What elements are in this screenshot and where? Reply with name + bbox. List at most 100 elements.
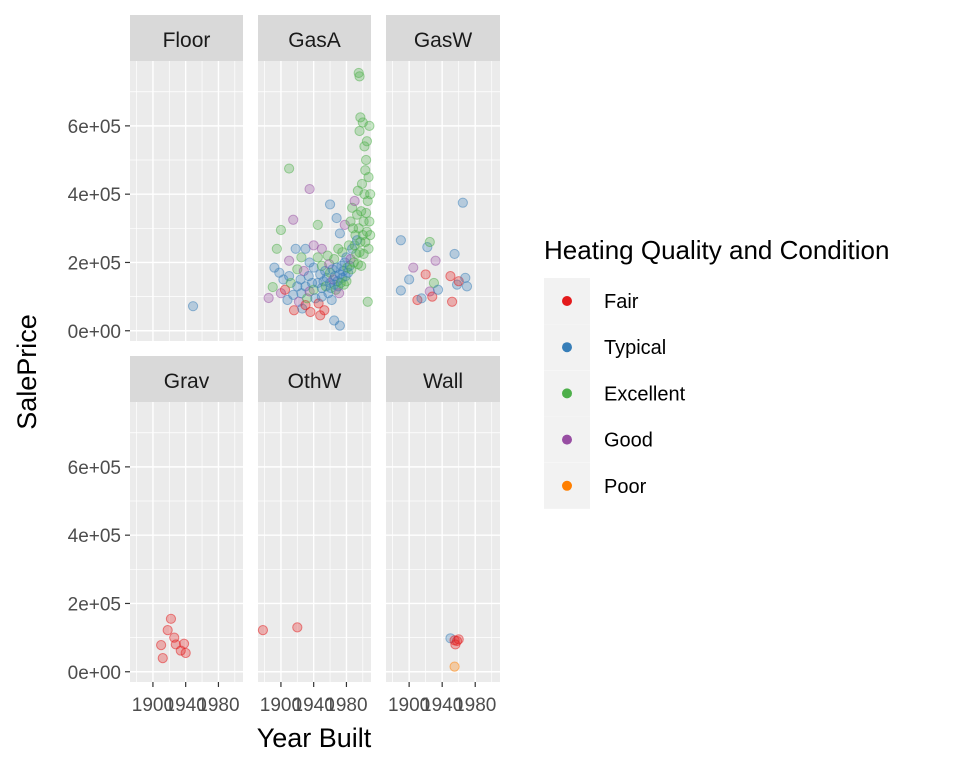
- facet-strip: [386, 15, 500, 61]
- data-point: [355, 112, 366, 123]
- facet-panel-othw: OthW: [257, 356, 371, 682]
- data-point: [263, 292, 274, 304]
- data-point: [324, 199, 336, 210]
- data-point: [267, 281, 278, 293]
- facet-panel-gasa: GasA: [258, 15, 376, 341]
- data-point: [275, 224, 287, 236]
- data-point: [420, 269, 431, 280]
- panel-background: [130, 402, 243, 682]
- data-point: [361, 136, 373, 147]
- axes: 0e+00 2e+05 4e+05 6e+05 0e+00 2e+05 4e+05 6e+05…: [68, 117, 497, 716]
- data-point: [461, 281, 473, 292]
- data-point: [331, 212, 342, 224]
- data-point: [356, 178, 368, 190]
- facet-strip-label: GasW: [414, 29, 473, 52]
- data-point: [308, 262, 319, 273]
- data-point: [449, 661, 460, 672]
- data-point: [284, 255, 295, 266]
- panel-background: [386, 402, 500, 682]
- y-tick-label: 2e+05: [68, 594, 121, 615]
- facet-strip: [258, 15, 371, 61]
- data-point: [162, 624, 173, 636]
- data-point: [180, 647, 191, 659]
- data-point: [432, 284, 444, 295]
- y-tick-label: 6e+05: [68, 117, 121, 138]
- data-point: [354, 125, 365, 137]
- data-point: [312, 219, 323, 231]
- legend-key-poor: [562, 480, 572, 491]
- data-point: [316, 260, 327, 271]
- data-point: [304, 183, 315, 195]
- data-point: [360, 207, 372, 219]
- y-tick-label: 0e+00: [68, 322, 121, 343]
- facet-panel-gasw: GasW: [386, 15, 500, 341]
- x-tick-label: 1940: [421, 695, 463, 716]
- panel-background: [130, 61, 243, 341]
- data-point: [334, 320, 345, 331]
- data-point: [365, 230, 376, 241]
- data-point: [156, 640, 167, 651]
- data-point: [305, 306, 316, 318]
- legend-key-good: [562, 434, 572, 445]
- facet-panel-grav: Grav: [130, 356, 243, 682]
- legend-label-typical: Typical: [604, 337, 666, 359]
- x-tick-label: 1940: [293, 695, 335, 716]
- data-point: [187, 301, 199, 312]
- facet-strip-label: Floor: [163, 29, 211, 52]
- data-point: [279, 284, 291, 295]
- legend-key-fair: [562, 296, 572, 306]
- data-point: [430, 255, 441, 266]
- data-point: [460, 272, 471, 283]
- data-point: [312, 252, 323, 263]
- facet-strip: [130, 356, 243, 402]
- data-point: [284, 163, 295, 174]
- facet-strip: [130, 15, 243, 61]
- legend-label-good: Good: [604, 430, 653, 452]
- legend-label-fair: Fair: [604, 291, 639, 313]
- x-axis-title: Year Built: [257, 723, 372, 753]
- data-point: [334, 228, 345, 239]
- facet-strip-label: OthW: [288, 370, 342, 393]
- data-point: [446, 296, 458, 307]
- y-tick-label: 2e+05: [68, 253, 121, 274]
- data-point: [362, 296, 373, 307]
- data-point: [445, 271, 456, 282]
- data-point: [359, 141, 370, 152]
- legend-key-excellent: [562, 388, 572, 399]
- y-tick-label: 4e+05: [68, 185, 121, 206]
- data-point: [365, 189, 376, 200]
- data-point: [360, 154, 372, 166]
- legend: Heating Quality and Condition Fair Typica…: [544, 235, 889, 509]
- facet-panels: Floor GasA GasW Grav OthW Wall: [130, 15, 500, 682]
- data-point: [427, 291, 438, 302]
- x-tick-label: 1980: [454, 695, 496, 716]
- x-tick-label: 1940: [165, 695, 207, 716]
- data-point: [416, 293, 427, 304]
- data-point: [450, 639, 461, 650]
- data-point: [288, 214, 299, 225]
- data-point: [364, 216, 375, 227]
- panel-background: [386, 61, 500, 341]
- facet-strip-label: Grav: [164, 370, 210, 393]
- data-point: [408, 262, 419, 273]
- x-tick-label: 1900: [260, 695, 302, 716]
- data-point: [292, 622, 303, 633]
- facet-strip-label: GasA: [288, 29, 341, 52]
- facet-strip: [258, 356, 371, 402]
- legend-title: Heating Quality and Condition: [544, 235, 889, 265]
- data-point: [257, 624, 269, 636]
- data-point: [333, 288, 345, 299]
- data-point: [363, 171, 374, 183]
- facet-strip-label: Wall: [423, 370, 463, 393]
- data-point: [288, 305, 300, 316]
- x-tick-label: 1900: [388, 695, 430, 716]
- facet-panel-wall: Wall: [386, 356, 500, 682]
- x-tick-label: 1980: [197, 695, 239, 716]
- data-point: [329, 253, 340, 265]
- data-point: [316, 243, 327, 254]
- data-point: [364, 120, 375, 131]
- data-point: [395, 285, 406, 296]
- data-point: [341, 276, 352, 287]
- data-point: [157, 652, 168, 664]
- data-point: [271, 243, 282, 254]
